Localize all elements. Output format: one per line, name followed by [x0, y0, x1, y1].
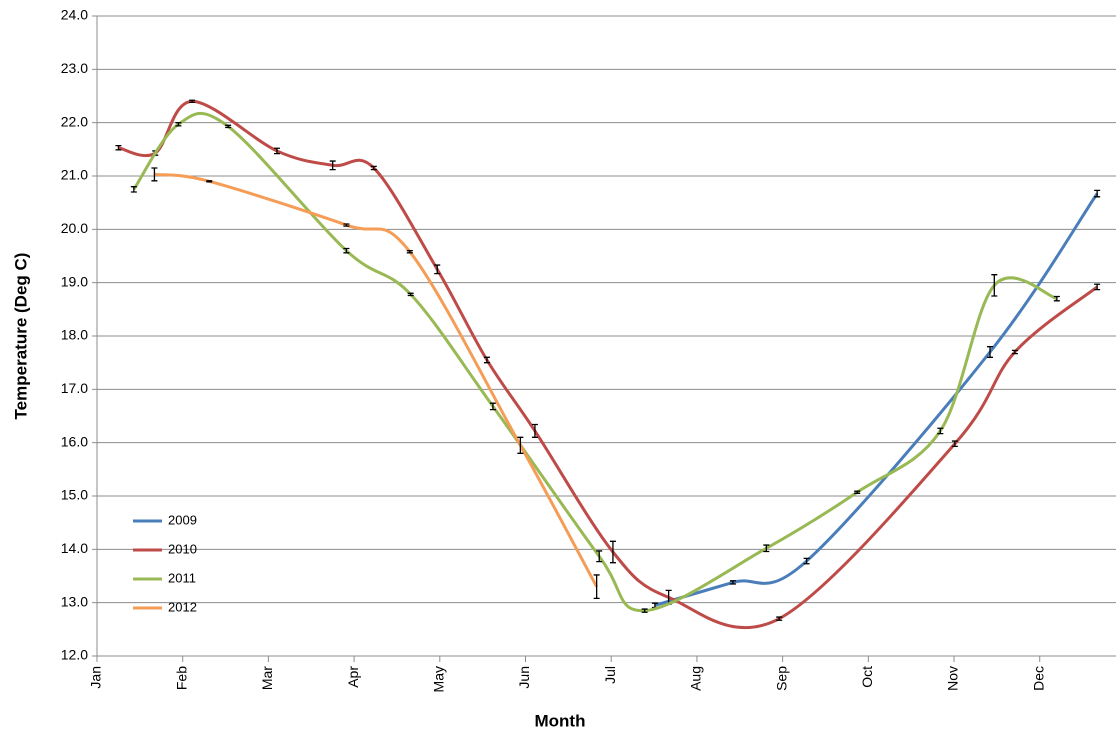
error-bar: [729, 580, 736, 585]
error-bar: [593, 574, 600, 600]
error-bar: [1011, 349, 1018, 355]
error-bar: [370, 165, 377, 171]
x-tick-label: May: [431, 666, 447, 692]
error-bar: [407, 292, 414, 297]
y-tick-label: 12.0: [61, 647, 88, 663]
x-tick-label: Jun: [516, 666, 532, 689]
x-tick-label: Mar: [259, 666, 275, 690]
x-tick-label: Apr: [345, 666, 361, 688]
x-tick-label: Dec: [1030, 666, 1046, 691]
x-tick-label: Nov: [945, 666, 961, 691]
error-bar: [175, 122, 182, 127]
error-bar: [951, 440, 958, 448]
y-tick-label: 21.0: [61, 167, 88, 183]
error-bar: [1053, 295, 1060, 302]
legend-label: 2012: [168, 599, 197, 614]
error-bar: [406, 250, 413, 254]
y-tick-label: 13.0: [61, 593, 88, 609]
error-bar: [517, 436, 524, 454]
y-tick-label: 24.0: [61, 7, 88, 23]
error-bar: [609, 540, 616, 564]
x-axis-label: Month: [535, 711, 586, 730]
error-bar: [937, 427, 944, 435]
error-bar: [343, 247, 350, 254]
error-bar: [273, 147, 280, 155]
x-tick-label: Feb: [173, 666, 189, 690]
error-bar: [489, 402, 496, 411]
legend-label: 2009: [168, 512, 197, 527]
error-bar: [329, 160, 336, 171]
error-bar: [151, 167, 158, 182]
error-bar: [987, 346, 994, 358]
x-tick-label: Jan: [88, 666, 104, 689]
error-bar: [343, 223, 350, 227]
y-tick-label: 17.0: [61, 380, 88, 396]
error-bar: [189, 99, 196, 104]
error-bar: [596, 550, 603, 563]
y-tick-label: 14.0: [61, 540, 88, 556]
error-bar: [854, 490, 861, 494]
y-axis-label: Temperature (Deg C): [11, 253, 30, 420]
y-tick-label: 23.0: [61, 60, 88, 76]
x-tick-label: Oct: [859, 666, 875, 688]
y-tick-label: 18.0: [61, 327, 88, 343]
series-line: [154, 172, 598, 588]
error-bar: [991, 274, 998, 297]
error-bar: [115, 144, 122, 151]
error-bar: [1094, 283, 1101, 291]
series-line: [118, 99, 1099, 630]
error-bar: [776, 616, 783, 621]
y-tick-label: 22.0: [61, 113, 88, 129]
y-tick-label: 19.0: [61, 273, 88, 289]
y-tick-label: 15.0: [61, 487, 88, 503]
error-bar: [483, 356, 490, 364]
legend-label: 2010: [168, 541, 197, 556]
x-tick-label: Jul: [602, 666, 618, 684]
y-tick-label: 20.0: [61, 220, 88, 236]
series-line: [132, 111, 1058, 613]
x-tick-label: Sep: [773, 666, 789, 691]
x-tick-label: Aug: [688, 666, 704, 691]
y-tick-label: 16.0: [61, 433, 88, 449]
error-bar: [763, 544, 770, 553]
legend-label: 2011: [168, 570, 196, 585]
error-bar: [641, 608, 648, 613]
error-bar: [1094, 189, 1101, 198]
error-bar: [206, 180, 213, 183]
error-bar: [130, 186, 137, 193]
series-line: [654, 192, 1099, 607]
error-bar: [434, 264, 441, 275]
error-bar: [803, 557, 810, 565]
error-bar: [225, 124, 232, 129]
error-bar: [531, 423, 538, 438]
